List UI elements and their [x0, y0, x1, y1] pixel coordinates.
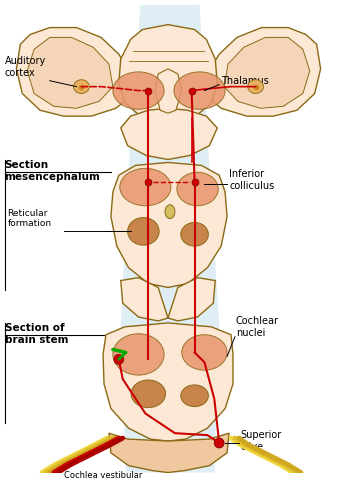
Polygon shape [27, 37, 113, 108]
Ellipse shape [181, 385, 208, 407]
Text: Cochlea vestibular: Cochlea vestibular [64, 470, 142, 480]
Polygon shape [155, 69, 182, 113]
Text: Section
mesencephalum: Section mesencephalum [5, 160, 100, 182]
Polygon shape [207, 27, 320, 116]
Ellipse shape [128, 217, 159, 245]
Text: Reticular
formation: Reticular formation [7, 209, 52, 228]
Ellipse shape [248, 80, 264, 94]
Polygon shape [224, 37, 310, 108]
Ellipse shape [182, 335, 227, 370]
Polygon shape [17, 27, 131, 116]
Circle shape [214, 438, 224, 448]
Text: Cochlear
nuclei: Cochlear nuclei [236, 316, 279, 337]
Polygon shape [121, 108, 217, 159]
Polygon shape [119, 24, 217, 120]
Ellipse shape [181, 223, 208, 246]
Polygon shape [111, 162, 227, 288]
Text: Auditory
cortex: Auditory cortex [5, 56, 46, 78]
Ellipse shape [131, 380, 165, 408]
Polygon shape [168, 277, 215, 321]
Ellipse shape [177, 172, 218, 206]
Ellipse shape [174, 72, 225, 109]
Text: Section of
brain stem: Section of brain stem [5, 323, 68, 345]
Polygon shape [121, 5, 219, 472]
Ellipse shape [73, 80, 89, 94]
Polygon shape [103, 323, 233, 441]
Ellipse shape [113, 334, 164, 375]
Circle shape [114, 354, 124, 364]
Polygon shape [121, 277, 168, 321]
Polygon shape [109, 433, 229, 472]
Ellipse shape [120, 168, 171, 206]
Ellipse shape [113, 72, 164, 109]
Text: Superior
olive: Superior olive [241, 430, 282, 452]
Text: Thalamus: Thalamus [221, 76, 269, 86]
Text: Inferior
colliculus: Inferior colliculus [229, 169, 274, 191]
Ellipse shape [165, 205, 175, 218]
